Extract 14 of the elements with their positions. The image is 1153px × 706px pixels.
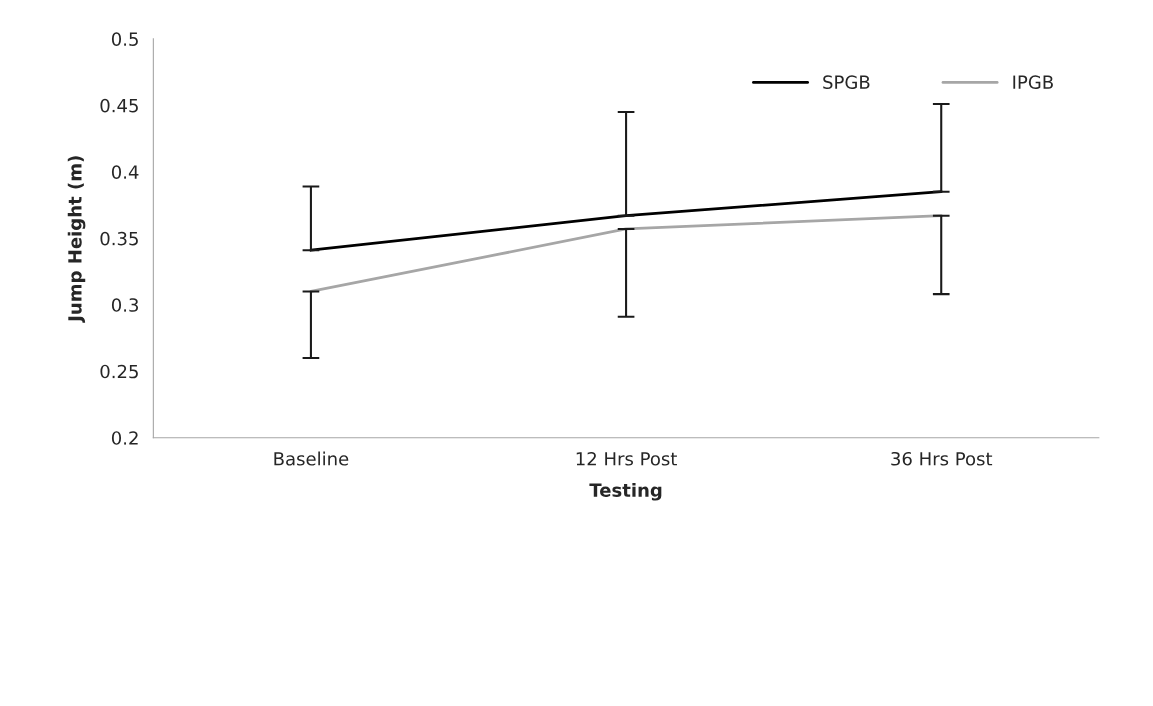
y-tick-label: 0.3 (111, 298, 139, 312)
y-tick-label: 0.45 (100, 98, 138, 113)
y-tick-label: 0.5 (111, 32, 138, 46)
legend-label: IPGB (1013, 75, 1053, 89)
y-tick-label: 0.2 (111, 431, 138, 445)
legend-label: SPGB (823, 75, 870, 89)
y-tick-label: 0.4 (111, 165, 139, 179)
x-tick-label: Baseline (274, 451, 349, 466)
x-tick-label: 36 Hrs Post (891, 451, 993, 466)
x-axis-title: Testing (589, 482, 662, 501)
y-axis-title: Jump Height (m) (67, 156, 86, 323)
y-tick-label: 0.25 (100, 364, 138, 379)
x-tick-label: 12 Hrs Post (576, 451, 677, 466)
y-tick-label: 0.35 (100, 231, 138, 246)
